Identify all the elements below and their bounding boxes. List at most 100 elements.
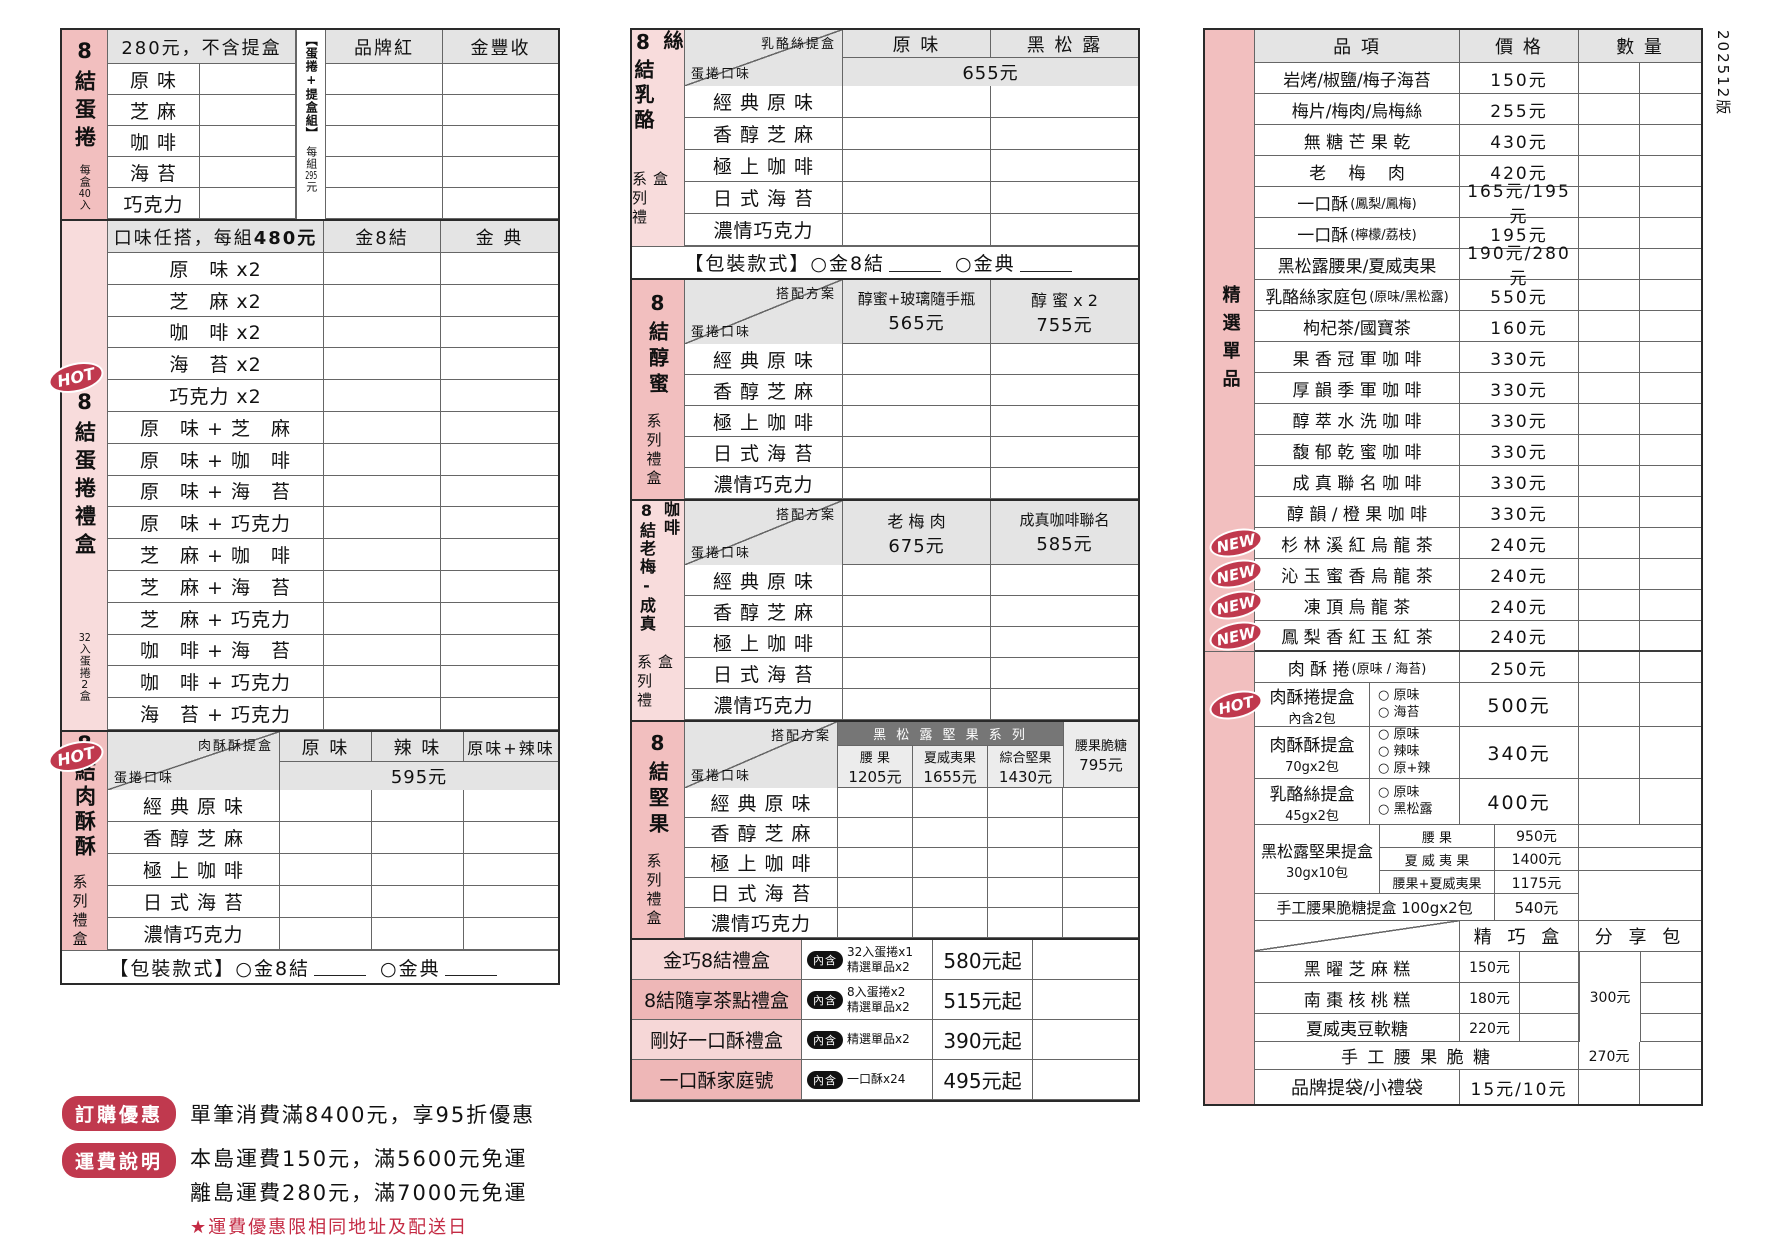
qty-cell-gold-harvest[interactable] (443, 64, 558, 94)
qty-cell[interactable] (1640, 1070, 1701, 1104)
qty-cell-classic[interactable] (441, 698, 558, 729)
qty-cell[interactable] (1579, 435, 1640, 465)
qty-cell-classic[interactable] (441, 539, 558, 570)
qty-cell[interactable] (1640, 311, 1701, 341)
fill-in-blank[interactable] (444, 958, 497, 976)
qty-cell[interactable] (1640, 1042, 1701, 1069)
qty-cell[interactable] (843, 406, 991, 436)
qty-cell[interactable] (1640, 435, 1701, 465)
qty-cell[interactable] (1640, 156, 1701, 186)
packaging-option-gold8[interactable]: ○金8結 (235, 957, 311, 980)
packaging-option-gold8[interactable]: ○金8結 (810, 253, 886, 276)
qty-cell[interactable] (991, 437, 1138, 467)
qty-cell[interactable] (1579, 559, 1640, 589)
qty-cell[interactable] (991, 150, 1138, 181)
qty-cell[interactable] (988, 878, 1063, 907)
qty-cell[interactable] (1579, 894, 1701, 920)
qty-cell-plain[interactable] (200, 188, 296, 218)
qty-cell[interactable] (1579, 727, 1640, 778)
qty-cell[interactable] (838, 878, 913, 907)
qty-cell-classic[interactable] (441, 666, 558, 698)
qty-cell-classic[interactable] (441, 411, 558, 443)
qty-cell[interactable] (1640, 373, 1701, 403)
qty-cell[interactable] (991, 689, 1138, 719)
qty-cell[interactable] (991, 596, 1138, 626)
qty-cell[interactable] (1579, 156, 1640, 186)
qty-cell[interactable] (1640, 187, 1701, 217)
qty-cell[interactable] (372, 822, 464, 853)
qty-cell[interactable] (843, 182, 991, 213)
qty-cell-gold8[interactable] (324, 411, 441, 443)
qty-cell-plain[interactable] (200, 157, 296, 187)
qty-cell[interactable] (843, 214, 991, 245)
qty-cell[interactable] (991, 375, 1138, 405)
qty-cell[interactable] (1640, 63, 1701, 93)
qty-cell[interactable] (1640, 528, 1701, 558)
qty-cell[interactable] (1640, 952, 1701, 982)
qty-cell[interactable] (843, 565, 991, 595)
qty-cell[interactable] (1640, 621, 1701, 650)
qty-cell[interactable] (1640, 218, 1701, 248)
qty-cell[interactable] (1640, 590, 1701, 620)
qty-cell[interactable] (991, 627, 1138, 657)
qty-cell[interactable] (372, 854, 464, 885)
qty-cell[interactable] (843, 344, 991, 374)
qty-cell[interactable] (1579, 404, 1640, 434)
qty-cell[interactable] (988, 848, 1063, 877)
packaging-option-classic[interactable]: ○金典 (380, 957, 441, 980)
qty-cell-classic[interactable] (441, 348, 558, 380)
qty-cell[interactable] (1579, 63, 1640, 93)
qty-cell[interactable] (1640, 559, 1701, 589)
qty-cell-classic[interactable] (441, 443, 558, 475)
qty-cell[interactable] (1579, 466, 1640, 496)
qty-cell[interactable] (1640, 652, 1701, 682)
qty-cell-brand-red[interactable] (326, 126, 443, 156)
qty-cell[interactable] (913, 908, 988, 937)
qty-cell[interactable] (843, 86, 991, 117)
qty-cell[interactable] (1520, 983, 1579, 1013)
qty-cell[interactable] (1640, 280, 1701, 310)
qty-cell-plain[interactable] (200, 64, 296, 94)
qty-cell-classic[interactable] (441, 475, 558, 507)
qty-cell-gold8[interactable] (324, 570, 441, 602)
qty-cell-gold8[interactable] (324, 698, 441, 729)
qty-cell[interactable] (464, 822, 558, 853)
qty-cell[interactable] (1640, 249, 1701, 279)
qty-cell[interactable] (1579, 652, 1640, 682)
box-options[interactable]: ○ 原味 ○ 黑松露 (1370, 779, 1460, 824)
qty-cell[interactable] (913, 818, 988, 847)
qty-cell[interactable] (280, 790, 372, 821)
qty-cell[interactable] (1579, 590, 1640, 620)
qty-cell[interactable] (1520, 952, 1579, 982)
qty-cell[interactable] (464, 854, 558, 885)
qty-cell-classic[interactable] (441, 507, 558, 539)
qty-cell[interactable] (991, 468, 1138, 498)
qty-cell[interactable] (843, 437, 991, 467)
qty-cell[interactable] (372, 886, 464, 917)
qty-cell[interactable] (988, 908, 1063, 937)
qty-cell[interactable] (1579, 187, 1640, 217)
qty-cell[interactable] (1579, 280, 1640, 310)
fill-in-blank[interactable] (889, 254, 942, 272)
qty-cell[interactable] (1579, 342, 1640, 372)
qty-cell[interactable] (1033, 1060, 1138, 1099)
qty-cell[interactable] (1640, 983, 1701, 1013)
qty-cell[interactable] (464, 918, 558, 949)
qty-cell[interactable] (1579, 848, 1701, 870)
qty-cell[interactable] (1063, 848, 1138, 877)
qty-cell-plain[interactable] (200, 126, 296, 156)
qty-cell[interactable] (843, 150, 991, 181)
qty-cell-brand-red[interactable] (326, 95, 443, 125)
qty-cell[interactable] (1579, 218, 1640, 248)
box-options[interactable]: ○ 原味 ○ 辣味 ○ 原+辣 (1370, 727, 1460, 778)
qty-cell[interactable] (1579, 825, 1701, 847)
qty-cell[interactable] (1640, 404, 1701, 434)
qty-cell[interactable] (843, 658, 991, 688)
box-options[interactable]: ○ 原味 ○ 海苔 (1370, 683, 1460, 726)
qty-cell[interactable] (913, 788, 988, 817)
qty-cell-brand-red[interactable] (326, 64, 443, 94)
qty-cell[interactable] (838, 848, 913, 877)
qty-cell-classic[interactable] (441, 253, 558, 284)
fill-in-blank[interactable] (1019, 254, 1072, 272)
qty-cell-plain[interactable] (200, 95, 296, 125)
